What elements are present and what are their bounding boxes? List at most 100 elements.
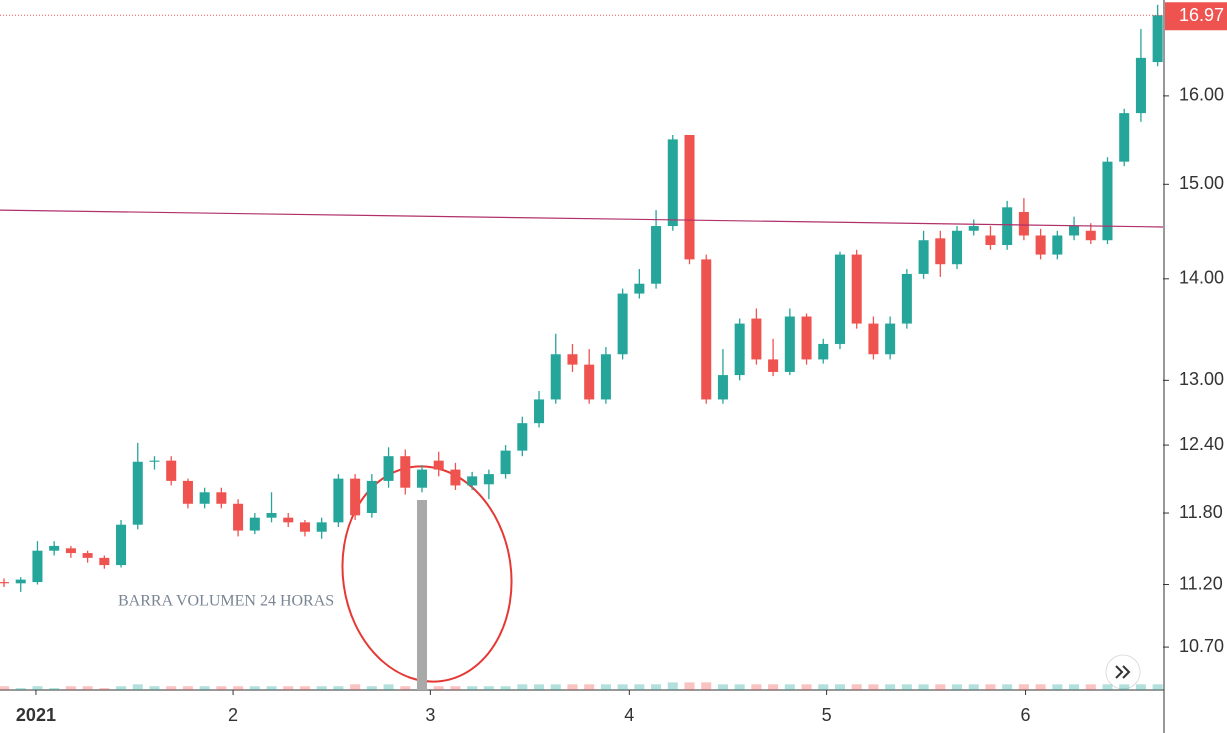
candle-body — [1119, 113, 1130, 162]
candle-body — [600, 354, 611, 400]
candle-body — [1135, 57, 1146, 114]
x-tick-label: 5 — [822, 705, 832, 725]
volume-bar — [132, 684, 143, 690]
candle-body — [1035, 235, 1046, 255]
volume-bar — [316, 686, 327, 690]
volume-bar — [1018, 684, 1029, 690]
volume-bar — [768, 684, 779, 690]
candle-body — [851, 254, 862, 324]
candle-body — [249, 517, 260, 531]
candle-body — [634, 283, 645, 294]
volume-bar — [550, 684, 561, 690]
last-price-label: 16.97 — [1179, 5, 1224, 25]
x-tick-label: 4 — [624, 705, 634, 725]
scroll-button[interactable] — [1105, 654, 1141, 690]
y-tick-label: 11.20 — [1179, 573, 1223, 593]
candle-body — [968, 226, 979, 231]
volume-bar — [400, 686, 411, 690]
candle-body — [868, 323, 879, 355]
volume-bar — [216, 686, 227, 690]
last-price-box — [1165, 2, 1227, 31]
candle-body — [216, 492, 227, 504]
candle-body — [885, 323, 896, 355]
candle-body — [283, 517, 294, 523]
volume-bar — [1035, 684, 1046, 690]
volume-bar — [299, 686, 310, 690]
candle-body — [350, 478, 361, 516]
volume-bar — [517, 684, 528, 690]
candle-body — [500, 450, 511, 475]
x-tick-label: 2021 — [16, 705, 56, 725]
volume-bar — [701, 682, 712, 690]
volume-bar — [584, 684, 595, 690]
candle-body — [651, 226, 662, 284]
candle-body — [433, 460, 444, 470]
volume-bar — [952, 684, 963, 690]
candle-body — [0, 582, 10, 584]
volume-bar — [15, 688, 26, 690]
volume-bar — [851, 684, 862, 690]
candle-body — [416, 469, 428, 488]
candle-body — [952, 230, 963, 265]
y-tick-label: 11.80 — [1179, 502, 1223, 522]
candle-body — [266, 513, 277, 518]
volume-bar — [801, 684, 812, 690]
volume-bar — [82, 686, 93, 690]
volume-bar — [1102, 684, 1113, 690]
y-tick-label: 16.00 — [1179, 85, 1224, 105]
candle-body — [233, 503, 244, 531]
volume-bar — [818, 684, 829, 690]
y-tick-label: 14.00 — [1179, 268, 1224, 288]
volume-bar — [433, 686, 444, 690]
volume-bar — [534, 684, 545, 690]
volume-bar — [450, 686, 461, 690]
candle-body — [182, 480, 193, 504]
candle-body — [567, 354, 578, 365]
volume-bar — [383, 684, 394, 690]
candle-body — [517, 423, 528, 451]
volume-bar — [1002, 684, 1013, 690]
candle-body — [299, 522, 310, 532]
candle-body — [584, 364, 595, 400]
volume-bar — [1052, 684, 1063, 690]
candle-body — [1002, 207, 1013, 245]
volume-bar — [734, 684, 745, 690]
candle-body — [667, 139, 678, 227]
candle-body — [918, 240, 929, 274]
volume-bar — [717, 684, 728, 690]
candle-body — [784, 316, 795, 372]
volume-bar — [868, 684, 879, 690]
candle-body — [450, 469, 461, 486]
volume-bar — [166, 686, 177, 690]
volume-bar — [283, 686, 294, 690]
volume-bar — [684, 682, 695, 690]
scroll-icon — [1115, 665, 1131, 679]
candle-body — [734, 323, 745, 376]
volume-bar — [1152, 684, 1163, 690]
candle-body — [149, 460, 160, 462]
candle-body — [701, 259, 712, 400]
candle-body — [199, 492, 210, 504]
candle-body — [400, 456, 411, 488]
candle-body — [99, 557, 110, 566]
volume-bar — [751, 684, 762, 690]
volume-bar — [65, 686, 76, 690]
volume-bar — [935, 684, 946, 690]
candle-body — [901, 273, 912, 324]
volume-bar — [600, 684, 611, 690]
volume-bar — [985, 684, 996, 690]
candle-body — [801, 316, 812, 360]
volume-bar — [968, 684, 979, 690]
volume-bar — [199, 686, 210, 690]
volume-bar — [32, 686, 43, 690]
annotation: BARRA VOLUMEN 24 HORAS — [118, 593, 334, 610]
candle-body — [82, 553, 93, 558]
volume-bar — [350, 684, 361, 690]
candle-body — [935, 238, 946, 265]
y-tick-label: 15.00 — [1179, 173, 1224, 193]
candle-body — [1069, 226, 1080, 236]
volume-bar — [784, 684, 795, 690]
